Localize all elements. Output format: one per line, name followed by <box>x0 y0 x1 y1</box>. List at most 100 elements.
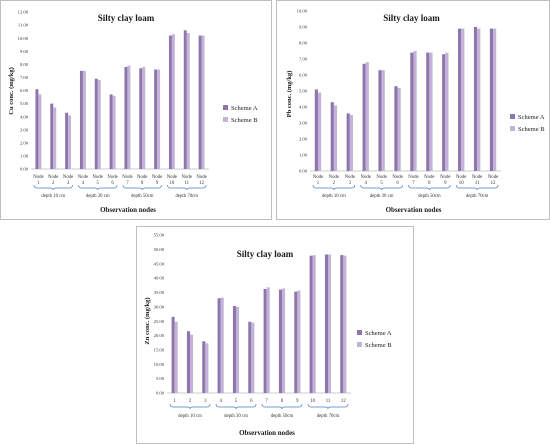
legend-swatch-scheme-a <box>223 105 228 110</box>
x-tick-label-top: Node <box>63 175 73 180</box>
y-tick-label: 10.00 <box>297 9 308 14</box>
x-tick-label-top: Node <box>392 175 402 180</box>
bar-scheme-b <box>82 70 86 169</box>
bar-scheme-a <box>340 255 344 393</box>
x-tick-label: 5 <box>97 181 100 186</box>
x-tick-label: 6 <box>396 181 399 186</box>
x-tick-label-top: Node <box>196 175 206 180</box>
bar-scheme-b <box>171 34 175 169</box>
x-tick-label: 12 <box>491 181 496 186</box>
y-tick-label: 1.00 <box>20 154 29 159</box>
x-tick-label: 9 <box>156 181 159 186</box>
x-tick-label: 3 <box>349 181 352 186</box>
y-tick-label: 40.00 <box>154 276 165 281</box>
y-tick-label: 11.00 <box>18 23 29 28</box>
x-tick-label: 4 <box>82 181 85 186</box>
y-tick-label: 2.00 <box>299 137 308 142</box>
x-tick-label-top: Node <box>440 175 450 180</box>
group-brace <box>33 184 73 191</box>
group-label: depth 10 cm <box>322 194 346 199</box>
bar-scheme-b <box>493 28 497 171</box>
bar-scheme-a <box>330 102 334 171</box>
bar-scheme-b <box>205 343 209 393</box>
y-tick-label: 9.00 <box>299 25 308 30</box>
bar-scheme-b <box>142 66 146 169</box>
x-tick-label-top: Node <box>107 175 117 180</box>
bar-scheme-a <box>394 86 398 171</box>
y-tick-label: 35.00 <box>154 290 165 295</box>
y-tick-label: 4.00 <box>299 105 308 110</box>
bar-scheme-b <box>328 254 332 393</box>
bar-scheme-b <box>157 69 161 169</box>
bar-scheme-b <box>112 95 116 169</box>
y-tick-label: 0.00 <box>20 167 29 172</box>
bar-scheme-a <box>378 70 382 171</box>
x-tick-label: 1 <box>37 181 40 186</box>
y-tick-label: 55.00 <box>154 233 165 238</box>
group-brace <box>169 403 211 410</box>
bar-scheme-a <box>426 52 430 171</box>
bar-scheme-a <box>314 89 318 171</box>
legend-swatch-scheme-b <box>357 342 362 347</box>
x-tick-label-top: Node <box>313 175 323 180</box>
bar-scheme-b <box>297 290 301 393</box>
x-tick-label: 1 <box>173 399 176 404</box>
pb-chart-svg: Silty clay loam 0.00 1.00 2.00 3.00 4.00 5.00 6… <box>286 9 545 214</box>
y-tick-label: 0.00 <box>156 391 165 396</box>
x-tick-label-top: Node <box>48 175 58 180</box>
bar-scheme-a <box>263 289 267 393</box>
x-tick-label-top: Node <box>167 175 177 180</box>
x-tick-label-top: Node <box>376 175 386 180</box>
bar-scheme-b <box>282 288 286 393</box>
group-label: depth 70cm <box>466 194 489 199</box>
group-brace <box>360 184 403 191</box>
x-tick-label-top: Node <box>122 175 132 180</box>
group-label: depth 50cm <box>418 194 441 199</box>
y-tick-label: 10.00 <box>154 362 165 367</box>
bar-scheme-a <box>79 70 83 169</box>
y-tick-label: 4.00 <box>20 114 29 119</box>
bar-scheme-b <box>127 65 131 169</box>
bar-scheme-b <box>186 32 190 169</box>
x-tick-label-top: Node <box>152 175 162 180</box>
legend-swatch-scheme-a <box>357 330 362 335</box>
y-tick-label: 7.00 <box>299 57 308 62</box>
x-axis-title: Observation nodes <box>386 206 442 214</box>
bar-scheme-a <box>35 89 39 169</box>
group-label: depth 70cm <box>175 194 198 199</box>
group-label: depth 50cm <box>271 414 294 419</box>
pb-chart-panel: Silty clay loam 0.00 1.00 2.00 3.00 4.00 5.00 6… <box>276 0 550 220</box>
bar-scheme-b <box>477 28 481 171</box>
bar-scheme-b <box>381 70 385 171</box>
y-tick-label: 5.00 <box>299 89 308 94</box>
y-tick-label: 6.00 <box>20 88 29 93</box>
bar-scheme-a <box>124 66 128 169</box>
x-tick-label: 8 <box>281 399 284 404</box>
bar-scheme-a <box>362 63 366 171</box>
bar-scheme-a <box>168 35 172 169</box>
x-tick-label-top: Node <box>456 175 466 180</box>
bar-scheme-a <box>248 321 252 393</box>
bar-scheme-a <box>294 291 298 393</box>
x-tick-label: 1 <box>317 181 320 186</box>
bar-scheme-b <box>349 115 353 171</box>
y-tick-label: 45.00 <box>154 261 165 266</box>
bar-scheme-b <box>220 297 224 393</box>
bar-scheme-a <box>171 316 175 393</box>
x-tick-label: 12 <box>341 399 346 404</box>
legend-swatch-scheme-b <box>510 126 515 131</box>
x-tick-label: 11 <box>326 399 331 404</box>
bar-scheme-b <box>461 28 465 171</box>
y-tick-label: 9.00 <box>20 49 29 54</box>
bar-scheme-b <box>68 115 72 169</box>
x-tick-label-top: Node <box>361 175 371 180</box>
legend-swatch-scheme-b <box>223 117 228 122</box>
x-tick-label: 2 <box>52 181 55 186</box>
x-tick-label: 11 <box>184 181 189 186</box>
bar-scheme-b <box>445 52 449 171</box>
bar-scheme-b <box>190 334 194 393</box>
bar-scheme-b <box>201 35 205 169</box>
bar-scheme-b <box>312 255 316 393</box>
x-tick-label: 10 <box>459 181 464 186</box>
bar-scheme-a <box>183 30 187 169</box>
